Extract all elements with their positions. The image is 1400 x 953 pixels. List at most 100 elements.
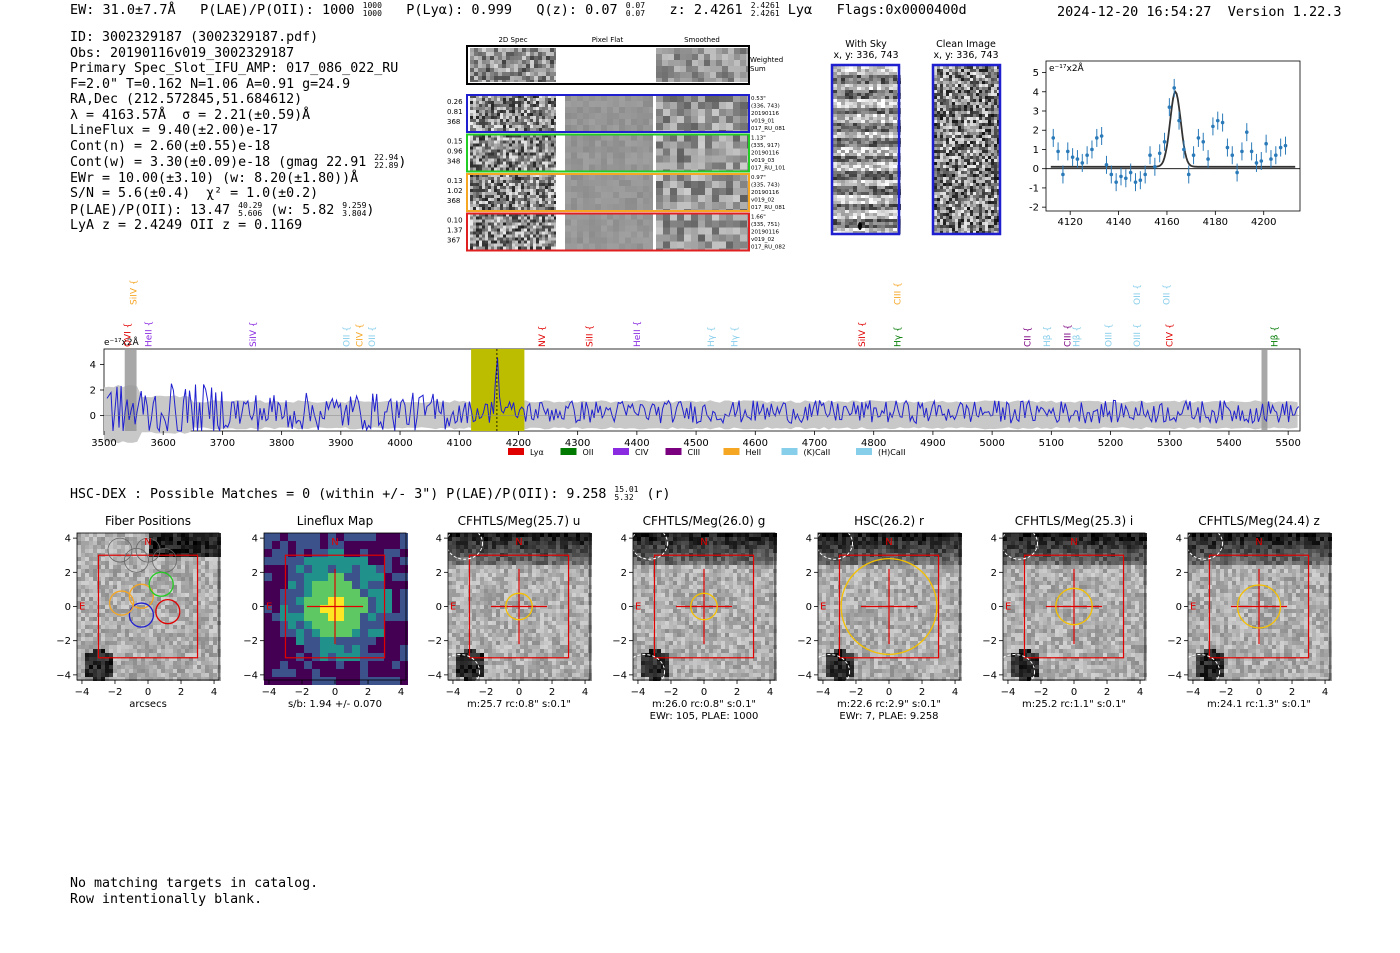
- panel-xtick-label: −4: [262, 687, 277, 698]
- fiber-meta: (335, 917): [751, 143, 780, 149]
- search-box: [838, 554, 940, 659]
- panel-xtick-label: −4: [446, 687, 461, 698]
- legend-swatch: [723, 448, 740, 455]
- clean-image: [934, 66, 999, 233]
- zoom-data-point: [1206, 157, 1210, 161]
- fiber-2d-spec: [470, 95, 556, 132]
- panel-xtick-label: 4: [211, 687, 217, 698]
- panel-ytick-label: 4: [252, 534, 258, 545]
- fiber-row-frame: [466, 212, 750, 252]
- summary-header: EW: 31.0±7.7Å P(LAE)/P(OII): 1000 1000 10…: [70, 1, 967, 19]
- legend-swatch: [508, 448, 524, 455]
- info-contn: Cont(n) = 2.60(±0.55)e-18: [70, 138, 271, 154]
- clean-image-title: x, y: 336, 743: [933, 50, 998, 61]
- neighbor-ellipse: [624, 653, 666, 689]
- spectrum-xtick-label: 5500: [1275, 438, 1300, 449]
- zoom-data-point: [1143, 172, 1147, 177]
- zoom-data-point: [1191, 153, 1196, 158]
- spectrum-xtick-label: 5000: [979, 438, 1004, 449]
- spectrum-xtick-label: 4600: [743, 438, 768, 449]
- legend-label: CIV: [635, 448, 649, 457]
- imaging-panels: Fiber Positions N E −4 −4 −2 −2 0 0 2 2 4 4 arcsecs Li…: [56, 514, 1332, 722]
- legend-label: (H)CaII: [878, 448, 905, 457]
- fiber-meta: 20190116: [751, 111, 779, 117]
- spectrum-xtick-label: 4900: [920, 438, 945, 449]
- image-panel: CFHTLS/Meg(24.4) z N E −4 −4 −2 −2 0 0 2 2 4 4 m:24.1…: [1167, 514, 1332, 710]
- info-sn: S/N = 5.6(±0.4) χ² = 1.0(±0.2): [70, 186, 319, 201]
- panel-ytick-label: −2: [56, 636, 71, 647]
- zoom-data-point: [1225, 145, 1230, 150]
- info-plae: P(LAE)/P(OII): 13.47 40.29 5.606 (w: 5.82…: [70, 200, 375, 218]
- zoom-data-point: [1240, 149, 1244, 154]
- zoom-ytick-label: 3: [1033, 107, 1039, 118]
- catalog-note-1: No matching targets in catalog.: [70, 876, 319, 891]
- fiber-meta: 1.13": [751, 136, 766, 142]
- fiber-stat: 1.02: [447, 187, 463, 195]
- panel-xtick-label: 4: [952, 687, 958, 698]
- panel-ytick-label: −4: [56, 670, 71, 681]
- panel-ytick-label: 0: [65, 602, 71, 613]
- timestamp: 2024-12-20 16:54:27 Version 1.22.3: [1057, 4, 1342, 20]
- version: Version 1.22.3: [1227, 4, 1342, 20]
- z-range: 2.4261 2.4261: [750, 1, 780, 18]
- spectrum-ytick-label: 2: [90, 386, 96, 397]
- fiber-meta: 20190116: [751, 230, 779, 236]
- spectrum-xtick-label: 4400: [624, 438, 649, 449]
- info-id: ID: 3002329187 (3002329187.pdf): [70, 30, 319, 45]
- zoom-data-point: [1051, 136, 1056, 140]
- zoom-xtick-label: 4120: [1057, 217, 1082, 228]
- zoom-data-point: [1177, 118, 1181, 123]
- fiber-stat: 1.37: [447, 227, 463, 235]
- fiber-smoothed: [656, 95, 748, 132]
- fiber-meta: 017_RU_101: [751, 166, 785, 172]
- spectrum-noise-band: [104, 385, 1298, 444]
- panel-title: CFHTLS/Meg(26.0) g: [643, 514, 766, 528]
- zoom-xtick-label: 4160: [1154, 217, 1179, 228]
- fiber-meta: (335, 743): [751, 183, 780, 189]
- fiber-meta: v019_02: [751, 198, 775, 204]
- spectral-line-label: CIV {: [1166, 323, 1176, 347]
- panel-xtick-label: 2: [365, 687, 371, 698]
- panel-ytick-label: −4: [982, 670, 997, 681]
- zoom-line-fit-chart: 4120 4140 4160 4180 4200 -2 -1 0 1 2 3 4 5 e⁻¹⁷x2Å: [1029, 60, 1301, 228]
- panel-xtick-label: 0: [1071, 687, 1077, 698]
- catalog-notes: No matching targets in catalog. Row inte…: [70, 876, 318, 907]
- panel-ytick-label: −2: [982, 636, 997, 647]
- weighted-sum-label: Weighted: [750, 56, 783, 64]
- panel-ytick-label: 0: [621, 602, 627, 613]
- zoom-data-point: [1162, 139, 1167, 144]
- fiber-meta: 0.97": [751, 175, 766, 181]
- panel-ytick-label: −2: [612, 636, 627, 647]
- fiber-circle: [124, 547, 149, 573]
- zoom-data-point: [1128, 170, 1133, 175]
- panel-xtick-label: 0: [701, 687, 707, 698]
- clean-image-title: Clean Image: [936, 39, 996, 50]
- panel-xtick-label: 0: [516, 687, 522, 698]
- zoom-data-point: [1274, 153, 1278, 158]
- spectrum-xtick-label: 5100: [1039, 438, 1064, 449]
- panel-xtick-label: 4: [1322, 687, 1328, 698]
- zoom-data-point: [1104, 163, 1109, 167]
- spectral-line-label: OII {: [1163, 284, 1173, 305]
- spectrum-ytick-label: 4: [90, 360, 96, 371]
- spectral-line-label: CIV {: [356, 323, 366, 347]
- panel-xtick-label: −4: [1001, 687, 1016, 698]
- fiber-meta: 017_RU_081: [751, 126, 785, 132]
- spectral-line-label: OII {: [1133, 284, 1143, 305]
- spectral-line-label: NV {: [538, 326, 548, 347]
- panel-xtick-label: −2: [849, 687, 864, 698]
- north-label: N: [515, 537, 522, 548]
- panel-caption: arcsecs: [129, 699, 167, 710]
- fiber-stat: 0.10: [447, 217, 463, 225]
- detection-info: ID: 3002329187 (3002329187.pdf) Obs: 201…: [70, 30, 406, 234]
- panel-ytick-label: 0: [1176, 602, 1182, 613]
- aperture-circle: [505, 592, 533, 621]
- spectral-line-label: SiII {: [585, 325, 595, 347]
- spectrum-xtick-label: 4200: [506, 438, 531, 449]
- fiber-circle: [128, 602, 155, 628]
- panel-title: CFHTLS/Meg(25.3) i: [1015, 514, 1134, 528]
- fiber-meta: 017_RU_081: [751, 205, 785, 211]
- zoom-data-point: [1182, 147, 1186, 152]
- search-box: [653, 554, 755, 659]
- spectrum-ytick-label: 0: [90, 411, 96, 422]
